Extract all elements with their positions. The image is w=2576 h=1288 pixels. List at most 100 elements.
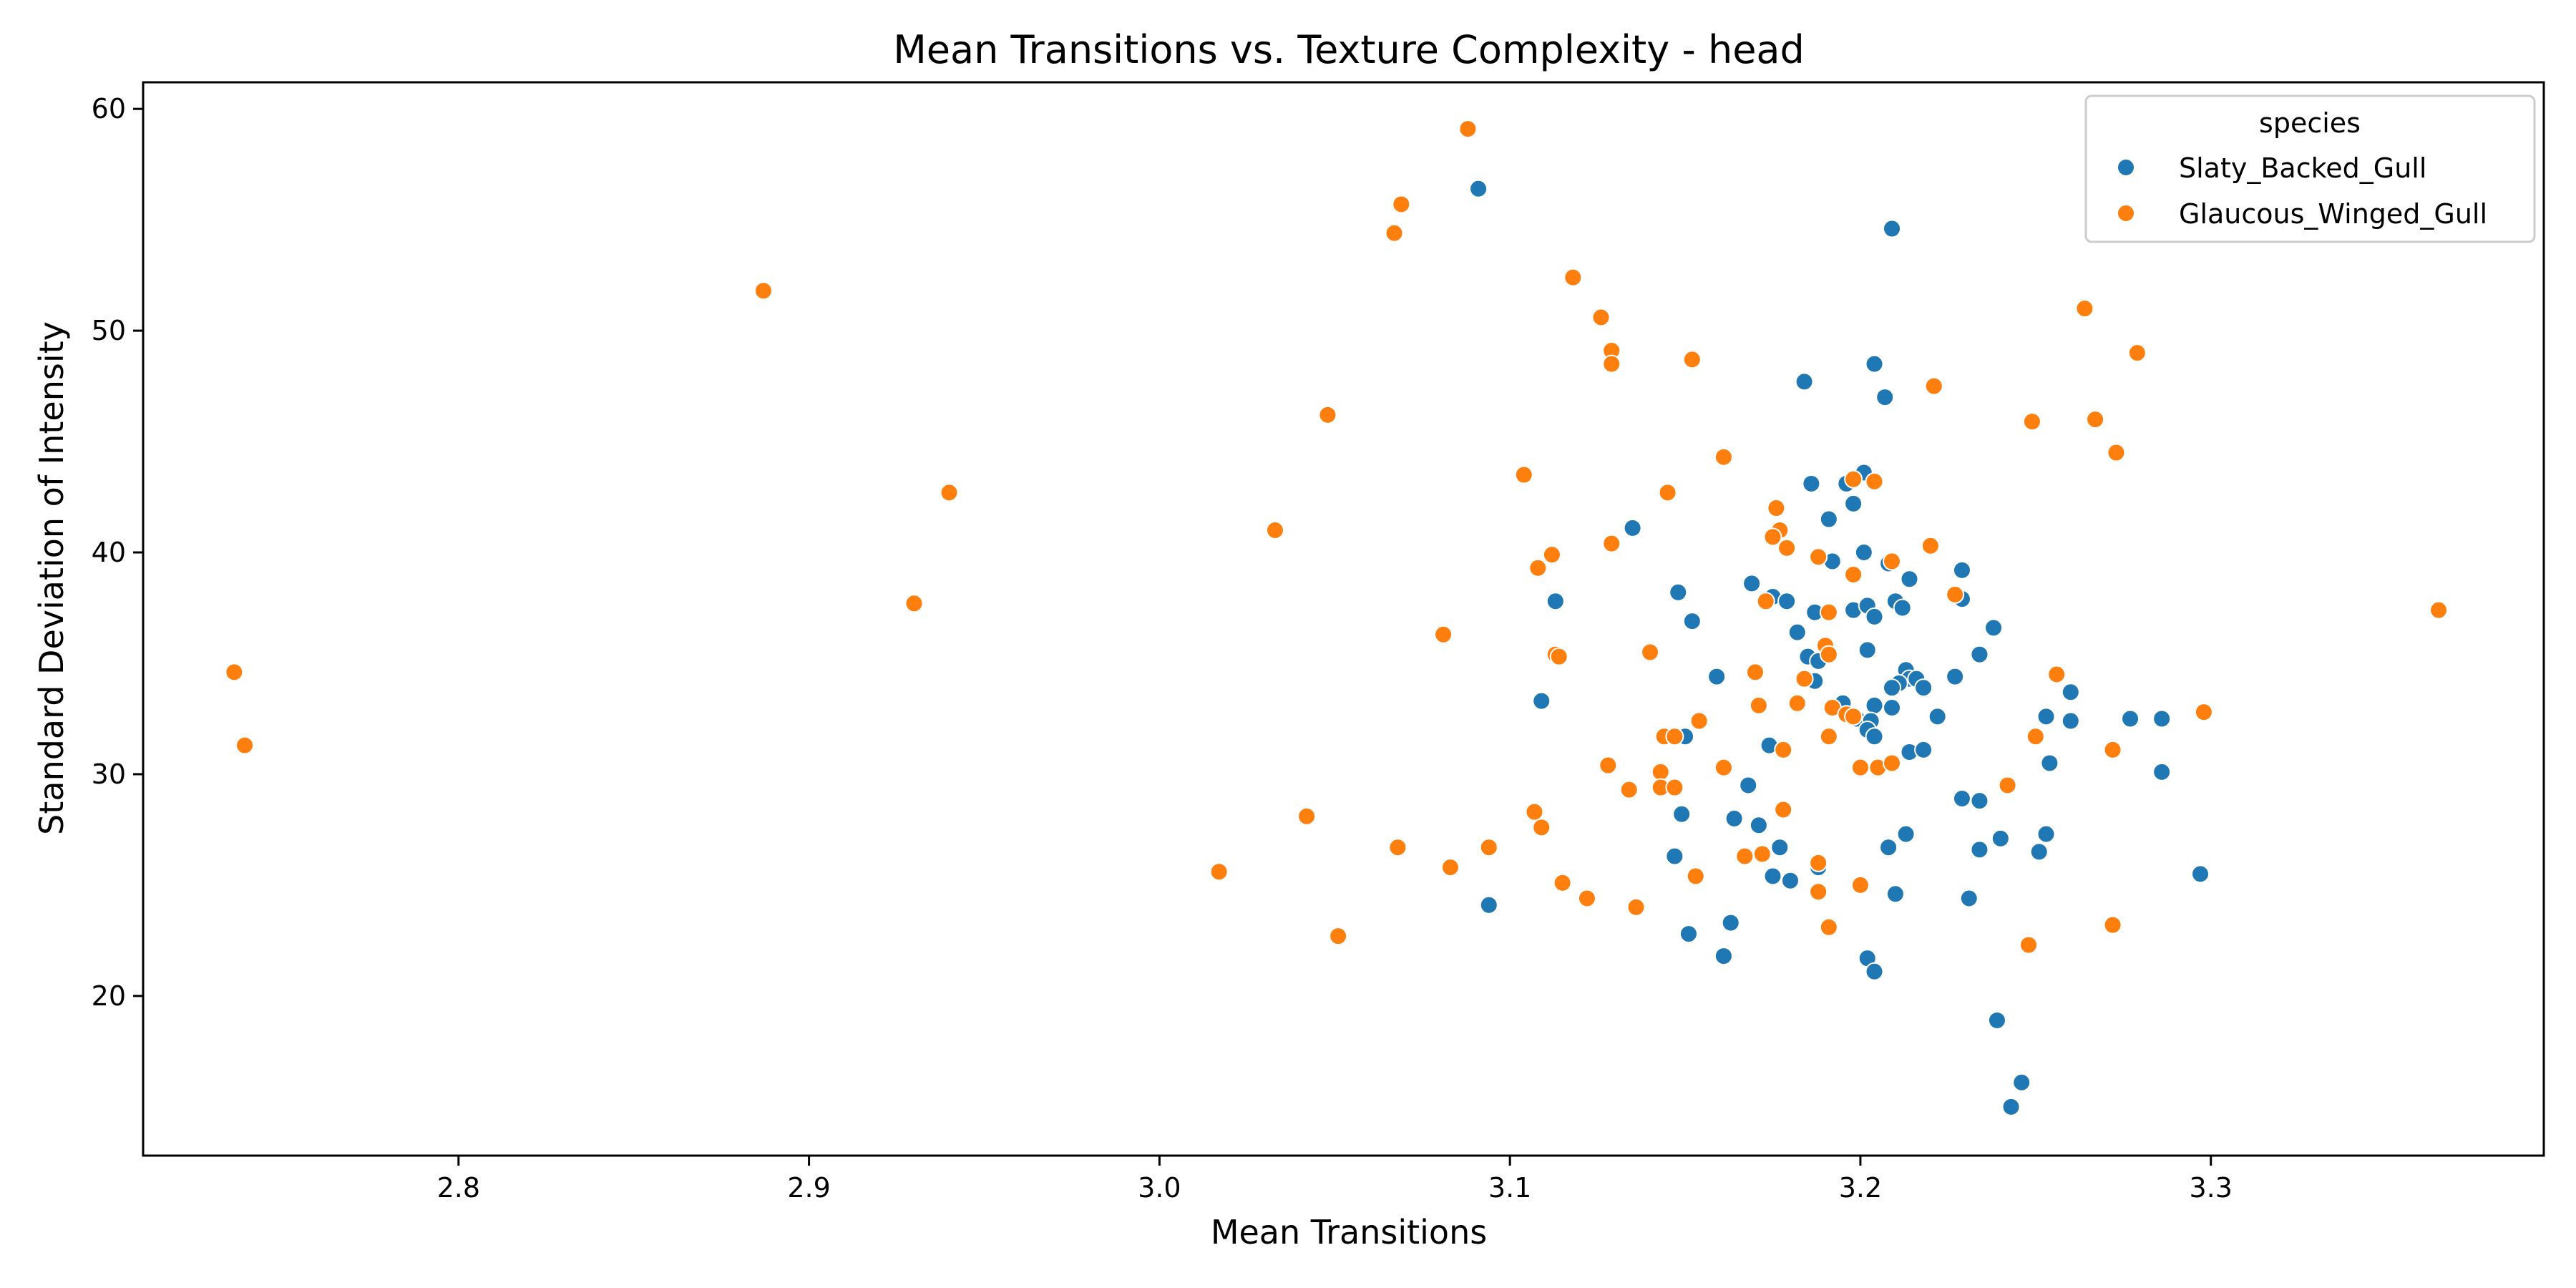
data-point-glaucous-winged-gull <box>225 663 244 682</box>
data-point-glaucous-winged-gull <box>1850 875 1870 894</box>
data-point-slaty-backed-gull <box>1682 612 1702 631</box>
data-point-glaucous-winged-gull <box>1763 527 1782 547</box>
data-point-slaty-backed-gull <box>1739 776 1758 795</box>
data-point-glaucous-winged-gull <box>1745 663 1765 682</box>
data-point-glaucous-winged-gull <box>940 483 959 502</box>
data-point-slaty-backed-gull <box>2040 753 2059 773</box>
data-point-slaty-backed-gull <box>2152 762 2172 781</box>
data-point-glaucous-winged-gull <box>1819 727 1838 746</box>
data-point-glaucous-winged-gull <box>1749 696 1768 715</box>
data-point-glaucous-winged-gull <box>1563 268 1583 287</box>
data-point-glaucous-winged-gull <box>1458 119 1478 139</box>
data-point-glaucous-winged-gull <box>1865 472 1884 491</box>
data-point-slaty-backed-gull <box>1970 791 1989 811</box>
data-point-glaucous-winged-gull <box>1752 844 1772 864</box>
data-point-slaty-backed-gull <box>2061 711 2080 731</box>
legend-marker-glaucous-winged-gull <box>2117 204 2135 223</box>
data-point-slaty-backed-gull <box>1987 1010 2006 1030</box>
data-point-slaty-backed-gull <box>2036 824 2056 844</box>
data-point-glaucous-winged-gull <box>1209 862 1229 882</box>
data-point-slaty-backed-gull <box>1865 354 1884 374</box>
data-point-glaucous-winged-gull <box>1602 354 1621 374</box>
data-point-glaucous-winged-gull <box>1883 552 1902 571</box>
data-point-slaty-backed-gull <box>1679 924 1698 944</box>
legend-label-glaucous-winged-gull: Glaucous_Winged_Gull <box>2179 198 2487 230</box>
data-point-glaucous-winged-gull <box>2026 727 2045 746</box>
data-point-glaucous-winged-gull <box>1774 740 1793 759</box>
data-point-slaty-backed-gull <box>1707 667 1727 686</box>
data-point-slaty-backed-gull <box>2029 842 2049 862</box>
data-point-slaty-backed-gull <box>2121 709 2140 728</box>
data-point-slaty-backed-gull <box>1787 623 1807 642</box>
data-point-slaty-backed-gull <box>1952 789 1971 809</box>
x-tick-label: 3.0 <box>1138 1172 1181 1204</box>
data-point-glaucous-winged-gull <box>1819 602 1838 622</box>
data-point-slaty-backed-gull <box>1970 645 1989 664</box>
data-point-glaucous-winged-gull <box>2075 299 2094 318</box>
data-point-slaty-backed-gull <box>2191 864 2210 884</box>
data-point-glaucous-winged-gull <box>2086 410 2105 429</box>
data-point-glaucous-winged-gull <box>235 736 255 755</box>
data-point-slaty-backed-gull <box>1469 179 1488 198</box>
data-point-glaucous-winged-gull <box>1689 711 1709 731</box>
data-point-slaty-backed-gull <box>1914 740 1933 759</box>
legend: species Slaty_Backed_Gull Glaucous_Winge… <box>2084 94 2536 243</box>
data-point-slaty-backed-gull <box>2061 683 2080 702</box>
data-point-glaucous-winged-gull <box>1434 625 1453 644</box>
data-point-glaucous-winged-gull <box>1619 780 1639 799</box>
data-point-glaucous-winged-gull <box>1318 405 1337 424</box>
data-point-slaty-backed-gull <box>1770 838 1790 857</box>
data-point-slaty-backed-gull <box>1479 895 1498 914</box>
data-point-glaucous-winged-gull <box>1850 758 1870 777</box>
data-point-glaucous-winged-gull <box>1532 818 1551 837</box>
data-point-slaty-backed-gull <box>1858 640 1877 660</box>
plot-frame <box>142 81 2545 1157</box>
data-point-glaucous-winged-gull <box>1641 643 1660 662</box>
data-point-glaucous-winged-gull <box>2194 703 2213 722</box>
data-point-slaty-backed-gull <box>1742 574 1762 593</box>
data-point-glaucous-winged-gull <box>1921 536 1940 555</box>
data-point-slaty-backed-gull <box>1714 947 1733 966</box>
data-point-glaucous-winged-gull <box>2429 600 2449 620</box>
data-point-slaty-backed-gull <box>1763 867 1782 886</box>
legend-box <box>2084 94 2536 243</box>
data-point-glaucous-winged-gull <box>1844 707 1863 726</box>
data-point-slaty-backed-gull <box>1724 809 1744 828</box>
data-point-slaty-backed-gull <box>1777 592 1797 611</box>
data-point-slaty-backed-gull <box>1991 829 2010 848</box>
data-point-slaty-backed-gull <box>1893 598 1912 618</box>
data-point-slaty-backed-gull <box>1896 824 1916 844</box>
x-tick-label: 2.8 <box>437 1172 480 1204</box>
y-tick-label: 30 <box>92 758 126 790</box>
x-tick-label: 3.3 <box>2189 1172 2232 1204</box>
data-point-glaucous-winged-gull <box>1998 776 2017 795</box>
data-point-glaucous-winged-gull <box>1714 447 1733 467</box>
data-point-glaucous-winged-gull <box>1682 350 1702 369</box>
data-point-glaucous-winged-gull <box>1440 858 1460 877</box>
data-point-glaucous-winged-gull <box>1665 778 1684 797</box>
data-point-slaty-backed-gull <box>1819 509 1838 529</box>
data-point-glaucous-winged-gull <box>1528 558 1548 577</box>
data-point-slaty-backed-gull <box>1900 570 1919 589</box>
data-point-glaucous-winged-gull <box>1626 897 1646 917</box>
data-point-glaucous-winged-gull <box>1265 521 1284 540</box>
data-point-glaucous-winged-gull <box>904 594 924 613</box>
data-point-glaucous-winged-gull <box>1602 534 1621 553</box>
legend-marker-slaty-backed-gull <box>2117 158 2135 177</box>
y-tick-label: 40 <box>92 537 126 568</box>
data-point-slaty-backed-gull <box>2036 707 2056 726</box>
data-point-glaucous-winged-gull <box>1479 838 1498 857</box>
data-point-glaucous-winged-gull <box>1924 376 1943 396</box>
data-point-slaty-backed-gull <box>1865 962 1884 981</box>
legend-label-slaty-backed-gull: Slaty_Backed_Gull <box>2179 152 2426 184</box>
data-point-glaucous-winged-gull <box>1844 565 1863 585</box>
data-point-slaty-backed-gull <box>1883 698 1902 717</box>
data-point-glaucous-winged-gull <box>1946 585 1965 604</box>
plot-area <box>142 81 2545 1157</box>
data-point-glaucous-winged-gull <box>2127 343 2147 363</box>
y-tick-label: 20 <box>92 980 126 1012</box>
data-point-glaucous-winged-gull <box>1795 669 1814 688</box>
data-point-glaucous-winged-gull <box>2103 740 2122 759</box>
data-point-slaty-backed-gull <box>1865 607 1884 626</box>
